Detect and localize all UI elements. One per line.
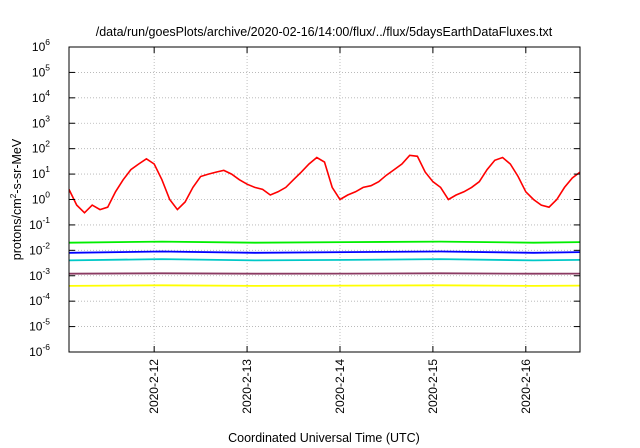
y-tick-label: 10-2 (29, 240, 50, 257)
y-tick-label: 10-4 (29, 291, 50, 308)
y-tick-base: 10 (29, 345, 43, 359)
y-tick-base: 10 (32, 40, 46, 54)
series-line (69, 154, 580, 214)
y-tick-exponent: 0 (45, 190, 50, 200)
y-tick-base: 10 (29, 218, 43, 232)
y-tick-label: 100 (32, 190, 50, 207)
y-tick-label: 10-5 (29, 317, 50, 334)
y-tick-exponent: 4 (45, 88, 50, 98)
series-line (69, 258, 580, 262)
y-tick-label: 10-1 (29, 215, 50, 232)
y-tick-exponent: 6 (45, 37, 50, 47)
y-axis-label-post: -s-sr-MeV (10, 138, 24, 194)
series-line (69, 240, 580, 244)
y-tick-exponent: -6 (42, 342, 50, 352)
x-tick-label: 2020-2-15 (426, 359, 440, 414)
series-line (69, 284, 580, 287)
y-tick-label: 104 (32, 88, 50, 105)
y-tick-label: 10-3 (29, 266, 50, 283)
y-tick-label: 105 (32, 62, 50, 79)
y-tick-base: 10 (32, 116, 46, 130)
y-tick-label: 10-6 (29, 342, 50, 359)
y-tick-base: 10 (32, 142, 46, 156)
x-tick-label: 2020-2-12 (147, 359, 161, 414)
y-tick-exponent: -5 (42, 317, 50, 327)
y-tick-base: 10 (32, 167, 46, 181)
chart-title: /data/run/goesPlots/archive/2020-02-16/1… (96, 25, 553, 39)
grid (69, 47, 580, 352)
x-tick-label: 2020-2-14 (333, 359, 347, 414)
y-tick-exponent: -4 (42, 291, 50, 301)
y-axis: 10-610-510-410-310-210-11001011021031041… (29, 37, 580, 359)
y-tick-label: 106 (32, 37, 50, 54)
x-axis-label: Coordinated Universal Time (UTC) (228, 431, 420, 445)
y-tick-label: 102 (32, 139, 50, 156)
y-tick-exponent: -1 (42, 215, 50, 225)
y-tick-exponent: 5 (45, 62, 50, 72)
x-tick-label: 2020-2-13 (240, 359, 254, 414)
y-tick-base: 10 (32, 91, 46, 105)
y-axis-label-pre: protons/cm (10, 198, 24, 260)
y-tick-base: 10 (32, 193, 46, 207)
x-tick-label: 2020-2-16 (519, 359, 533, 414)
y-axis-label-sup: 2 (8, 193, 18, 198)
y-tick-base: 10 (29, 320, 43, 334)
y-tick-base: 10 (29, 294, 43, 308)
y-tick-label: 101 (32, 164, 50, 181)
y-tick-base: 10 (32, 65, 46, 79)
x-axis: 2020-2-12 2020-2-13 2020-2-14 2020-2-15 2020… (147, 47, 533, 414)
y-tick-exponent: -2 (42, 240, 50, 250)
y-tick-exponent: -3 (42, 266, 50, 276)
y-tick-base: 10 (29, 243, 43, 257)
y-tick-exponent: 3 (45, 113, 50, 123)
y-axis-label: protons/cm2-s-sr-MeV (8, 138, 24, 260)
y-tick-base: 10 (29, 269, 43, 283)
y-tick-exponent: 2 (45, 139, 50, 149)
series-line (69, 250, 580, 254)
series-layer (69, 154, 580, 287)
y-tick-exponent: 1 (45, 164, 50, 174)
y-tick-label: 103 (32, 113, 50, 130)
